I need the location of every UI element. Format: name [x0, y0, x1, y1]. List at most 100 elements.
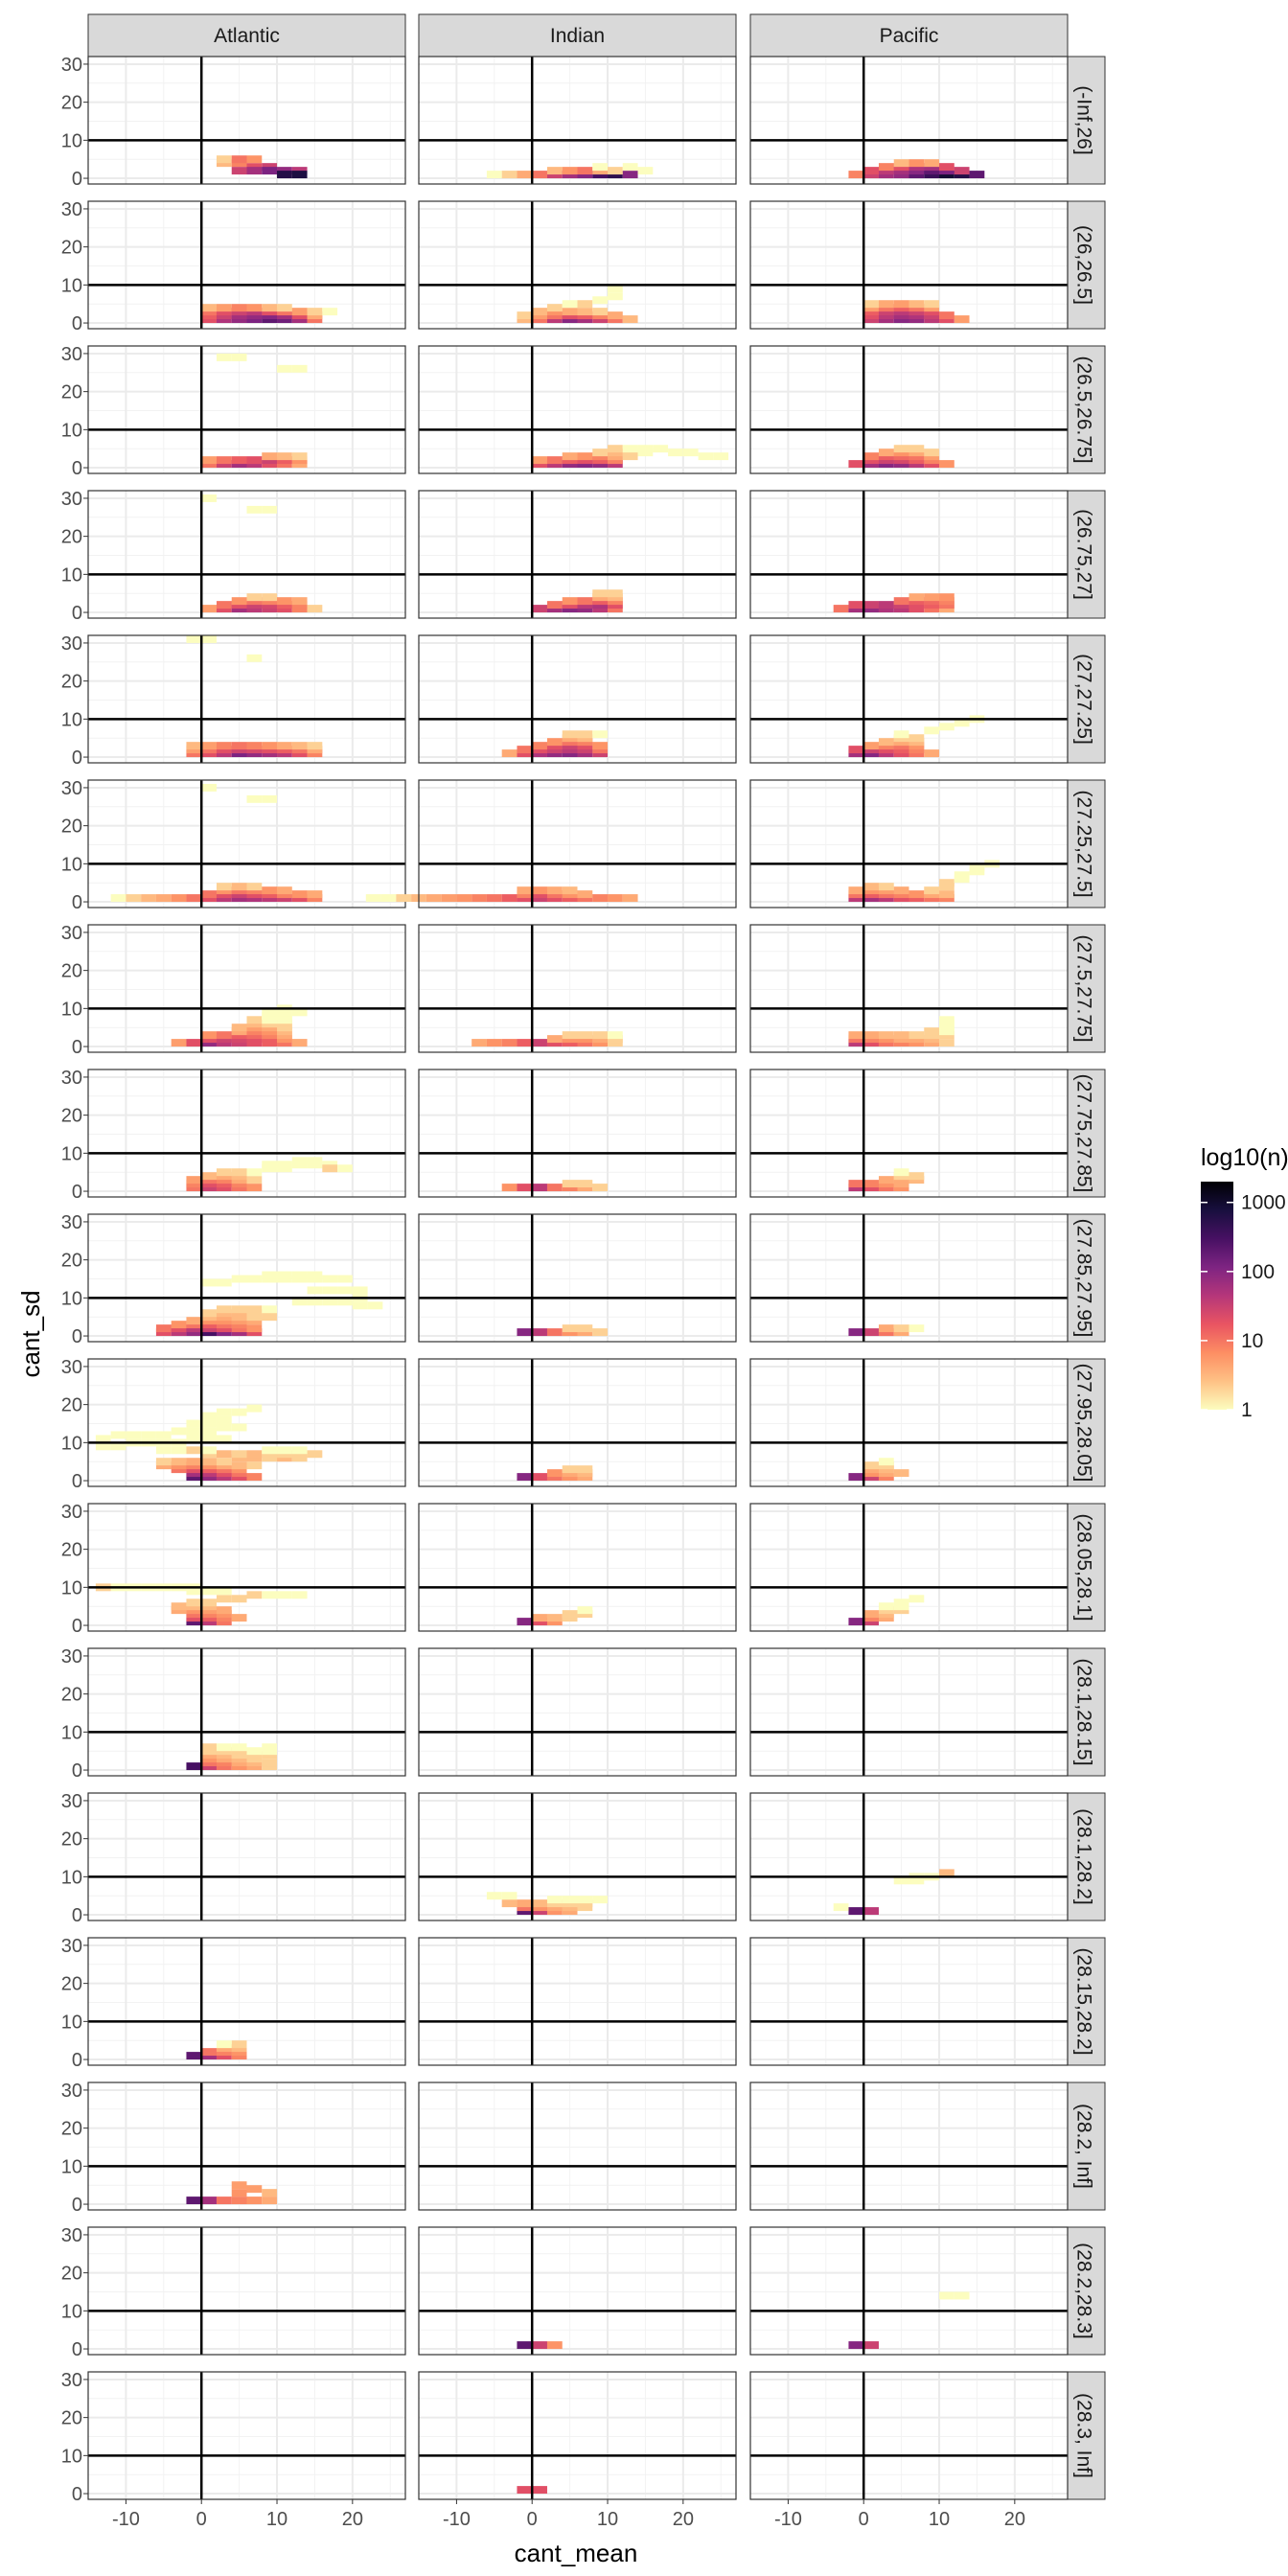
heatmap-cell: [532, 1907, 547, 1916]
heatmap-cell: [262, 794, 278, 803]
heatmap-cell: [262, 1759, 278, 1767]
heatmap-cell: [546, 304, 563, 312]
y-tick-label: 0: [72, 1905, 82, 1926]
y-tick-label: 20: [61, 816, 82, 838]
y-tick-label: 20: [61, 93, 82, 114]
heatmap-cell: [878, 738, 894, 747]
heatmap-cell: [291, 1039, 308, 1047]
facet-panel: [749, 200, 1069, 330]
y-tick-label: 0: [72, 2484, 82, 2505]
heatmap-cell: [337, 1275, 353, 1283]
facet-panel: [87, 2371, 406, 2500]
facet-panel: [749, 779, 1069, 908]
heatmap-cell: [863, 1328, 879, 1337]
y-tick-label: 10: [61, 1867, 82, 1888]
heatmap-cell: [893, 1324, 909, 1333]
y-tick-label: 0: [72, 2050, 82, 2071]
heatmap-cell: [939, 460, 954, 469]
heatmap-cell: [577, 1473, 593, 1482]
heatmap-cell: [171, 894, 187, 903]
heatmap-cell: [246, 593, 263, 602]
facet-panel: [418, 634, 737, 764]
heatmap-cell: [262, 886, 278, 895]
heatmap-cell: [171, 1446, 187, 1455]
heatmap-cell: [969, 863, 985, 872]
y-tick-label: 20: [61, 2408, 82, 2429]
heatmap-cell: [277, 304, 292, 312]
heatmap-cell: [939, 723, 954, 731]
y-tick-label: 0: [72, 748, 82, 769]
heatmap-cell: [216, 1423, 232, 1432]
heatmap-cell: [592, 730, 609, 739]
heatmap-cell: [277, 597, 292, 606]
row-strip-label: (26.75,27]: [1073, 509, 1095, 600]
y-tick-label: 30: [61, 778, 82, 799]
heatmap-cell: [653, 445, 669, 453]
heatmap-cell: [231, 167, 247, 175]
heatmap-cell: [863, 601, 879, 610]
heatmap-cell: [307, 1157, 323, 1165]
heatmap-cell: [155, 1328, 172, 1337]
facet-panel: [87, 634, 406, 764]
heatmap-cell: [201, 742, 217, 750]
heatmap-cell: [577, 308, 593, 316]
column-strip-indian: Indian: [418, 13, 737, 58]
y-tick-label: 0: [72, 892, 82, 913]
heatmap-cell: [246, 742, 263, 750]
heatmap-cell: [231, 2196, 247, 2205]
heatmap-cell: [546, 1328, 563, 1337]
facet-panel: [418, 1358, 737, 1487]
heatmap-cell: [216, 2048, 232, 2057]
facet-panel: [87, 490, 406, 619]
heatmap-cell: [262, 2189, 278, 2197]
y-tick-label: 10: [61, 1722, 82, 1743]
heatmap-cell: [322, 1161, 338, 1169]
y-tick-label: 20: [61, 1106, 82, 1127]
heatmap-cell: [186, 1446, 202, 1455]
facet-panel: [418, 2226, 737, 2356]
heatmap-cell: [908, 593, 925, 602]
heatmap-cell: [517, 1328, 533, 1337]
facet-panel: [418, 200, 737, 330]
row-strip-label: (28.05,28.1]: [1073, 1513, 1095, 1621]
heatmap-cell: [893, 300, 909, 309]
heatmap-cell: [893, 1469, 909, 1478]
heatmap-cell: [848, 1039, 864, 1047]
row-strip: (28.15,28.2]: [1062, 1937, 1106, 2066]
heatmap-cell: [863, 1461, 879, 1470]
heatmap-cell: [231, 353, 247, 361]
heatmap-cell: [863, 883, 879, 891]
facet-panel: [749, 1213, 1069, 1343]
legend-tick-label: 100: [1241, 1261, 1275, 1283]
column-strip-atlantic: Atlantic: [87, 13, 406, 58]
heatmap-cell: [863, 452, 879, 461]
row-strip-label: (28.3, Inf]: [1073, 2393, 1095, 2478]
heatmap-cell: [186, 1419, 202, 1428]
heatmap-cell: [171, 1328, 187, 1337]
row-strip: (28.2,28.3]: [1062, 2226, 1106, 2356]
heatmap-cell: [893, 1184, 909, 1192]
column-strip-label: Pacific: [880, 25, 939, 47]
heatmap-cell: [126, 1431, 142, 1439]
facet-panel: [418, 1503, 737, 1632]
heatmap-cell: [592, 308, 609, 316]
y-tick-label: 20: [61, 1540, 82, 1561]
heatmap-cell: [322, 1286, 338, 1295]
heatmap-cell: [486, 894, 502, 903]
heatmap-cell: [577, 1328, 593, 1337]
heatmap-cell: [592, 448, 609, 457]
facet-panel: [749, 56, 1069, 185]
row-strip: (28.2, Inf]: [1062, 2082, 1106, 2211]
facet-panel: [418, 56, 737, 185]
heatmap-cell: [939, 2291, 954, 2300]
heatmap-cell: [322, 1298, 338, 1306]
heatmap-cell: [380, 894, 397, 903]
row-strip: (26.75,27]: [1062, 490, 1106, 619]
heatmap-cell: [337, 1164, 353, 1173]
heatmap-cell: [878, 1031, 894, 1040]
y-tick-label: 10: [61, 999, 82, 1020]
heatmap-cell: [216, 601, 232, 610]
heatmap-cell: [878, 1602, 894, 1611]
heatmap-cell: [608, 1031, 623, 1040]
heatmap-cell: [924, 726, 940, 735]
